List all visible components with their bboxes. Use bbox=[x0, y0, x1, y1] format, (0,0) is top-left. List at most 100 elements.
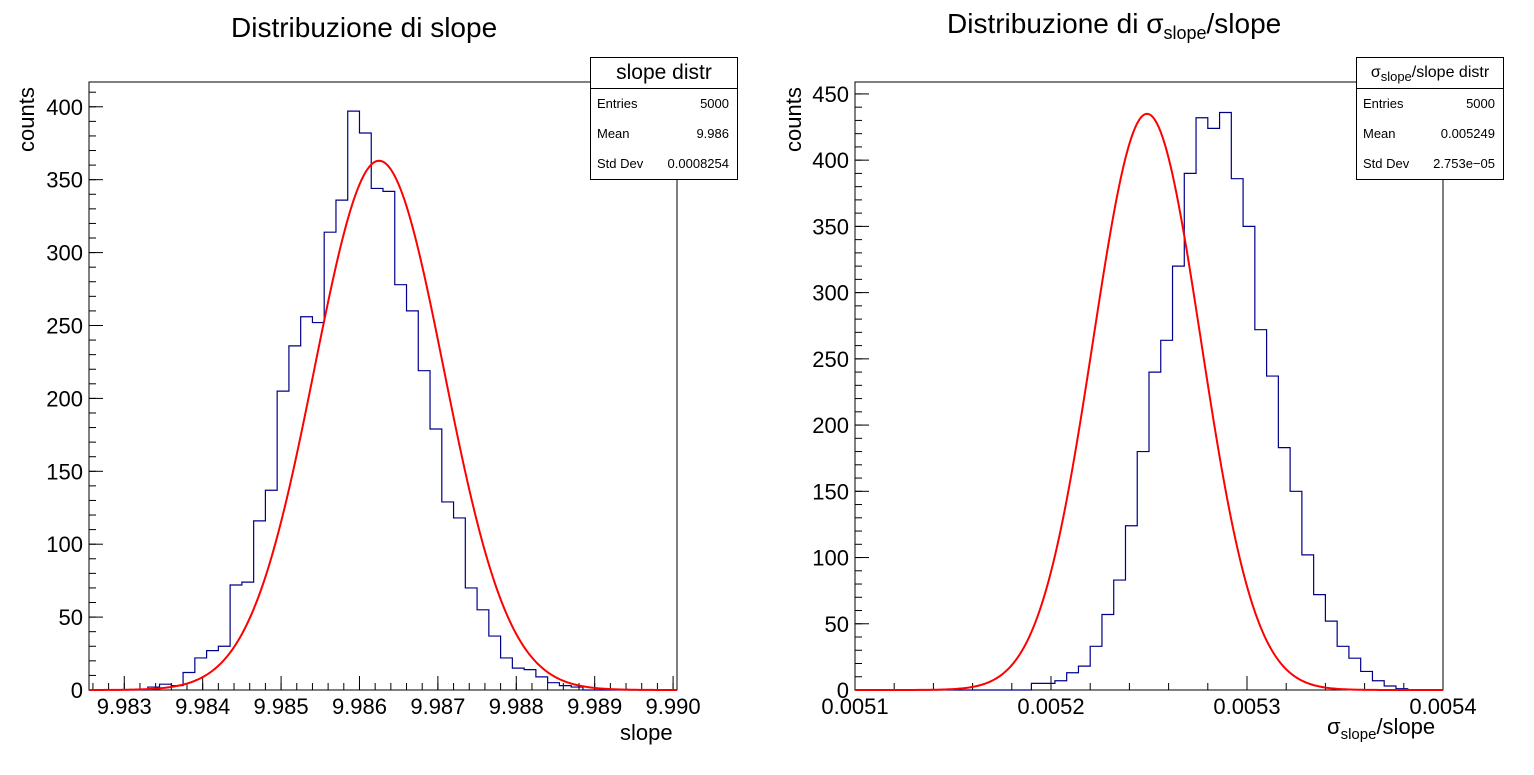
stats-label: Entries bbox=[597, 96, 638, 111]
plot-frame bbox=[88, 81, 678, 691]
histogram-bin bbox=[242, 582, 254, 690]
stats-title-subscript: slope bbox=[1380, 69, 1412, 84]
histogram-bin bbox=[336, 200, 348, 690]
stats-label: Entries bbox=[1363, 96, 1404, 111]
stats-row-entries: Entries 5000 bbox=[1357, 89, 1503, 119]
plot-frame bbox=[854, 81, 1444, 691]
title-main: Distribuzione di σ bbox=[947, 8, 1164, 39]
x-tick-label: 0.0054 bbox=[1409, 694, 1476, 719]
y-tick-label: 250 bbox=[812, 347, 849, 372]
gaussian-fit-curve bbox=[855, 112, 1443, 691]
title-tail: /slope bbox=[1206, 8, 1282, 39]
histogram-bin bbox=[489, 636, 501, 690]
y-tick-label: 450 bbox=[812, 82, 849, 107]
histogram-series bbox=[855, 111, 1443, 691]
stats-value: 9.986 bbox=[696, 126, 729, 141]
stats-label: Std Dev bbox=[1363, 156, 1410, 171]
y-tick-label: 100 bbox=[812, 546, 849, 571]
histogram-bin bbox=[1043, 683, 1055, 690]
stats-value: 5000 bbox=[1466, 96, 1495, 111]
histogram-bin bbox=[1125, 526, 1137, 690]
histogram-bin bbox=[289, 346, 301, 690]
y-tick-label: 0 bbox=[837, 678, 849, 703]
y-tick-label: 250 bbox=[46, 313, 83, 338]
histogram-bin bbox=[277, 391, 289, 690]
stats-row-entries: Entries 5000 bbox=[591, 89, 737, 119]
histogram-series bbox=[89, 110, 677, 691]
histogram-plot: 0 50 100 150 200 250 300 350 400 9.983 9.984 9.985 9… bbox=[46, 81, 701, 719]
histogram-bin bbox=[383, 191, 395, 690]
stats-row-mean: Mean 0.005249 bbox=[1357, 119, 1503, 149]
y-tick-label: 300 bbox=[46, 241, 83, 266]
histogram-bin bbox=[195, 658, 207, 690]
histogram-bin bbox=[1090, 646, 1102, 690]
histogram-bin bbox=[407, 311, 419, 690]
histogram-bin bbox=[1337, 646, 1349, 690]
stats-row-stddev: Std Dev 0.0008254 bbox=[591, 149, 737, 179]
histogram-bin bbox=[1196, 118, 1208, 690]
stats-label: Mean bbox=[597, 126, 630, 141]
histogram-bin bbox=[395, 285, 407, 690]
histogram-bin bbox=[1220, 112, 1232, 690]
histogram-bin bbox=[1173, 266, 1185, 690]
x-tick-label: 9.989 bbox=[567, 694, 622, 719]
y-tick-label: 50 bbox=[59, 605, 83, 630]
y-tick-label: 100 bbox=[46, 532, 83, 557]
histogram-bin bbox=[1302, 555, 1314, 690]
histogram-bin bbox=[301, 317, 313, 690]
xlabel-main: σ bbox=[1327, 714, 1341, 739]
gaussian-fit-curve bbox=[88, 159, 678, 691]
x-tick-label: 9.986 bbox=[332, 694, 387, 719]
histogram-bin bbox=[1102, 614, 1114, 690]
histogram-bin bbox=[418, 371, 430, 690]
stats-title-main: σ bbox=[1370, 64, 1381, 81]
stats-title: slope distr bbox=[591, 58, 737, 89]
histogram-bin bbox=[371, 188, 383, 690]
histogram-bin bbox=[1349, 658, 1361, 690]
chart-title: Distribuzione di slope bbox=[231, 12, 498, 43]
histogram-bin bbox=[512, 668, 524, 690]
histogram-bin bbox=[548, 683, 560, 690]
y-tick-label: 350 bbox=[812, 214, 849, 239]
histogram-bin bbox=[1031, 683, 1043, 690]
chart-title: Distribuzione di σslope/slope bbox=[947, 8, 1281, 44]
histogram-bin bbox=[524, 670, 536, 690]
y-tick-label: 200 bbox=[46, 386, 83, 411]
histogram-bin bbox=[1149, 372, 1161, 690]
xlabel-tail: /slope bbox=[1376, 714, 1436, 739]
histogram-bin bbox=[465, 588, 477, 690]
histogram-bin bbox=[1208, 128, 1220, 690]
y-tick-label: 50 bbox=[825, 612, 849, 637]
y-tick-label: 400 bbox=[46, 95, 83, 120]
histogram-bin bbox=[1055, 681, 1067, 690]
stats-label: Std Dev bbox=[597, 156, 644, 171]
histogram-bin bbox=[1290, 491, 1302, 690]
stats-box: σslope/slope distr Entries 5000 Mean 0.0… bbox=[1356, 57, 1504, 180]
stats-title: σslope/slope distr bbox=[1357, 58, 1503, 89]
histogram-bin bbox=[265, 490, 277, 690]
title-subscript: slope bbox=[1163, 23, 1207, 43]
histogram-bin bbox=[571, 687, 583, 690]
x-tick-label: 9.985 bbox=[254, 694, 309, 719]
stats-row-stddev: Std Dev 2.753e−05 bbox=[1357, 149, 1503, 179]
x-tick-label: 9.987 bbox=[410, 694, 465, 719]
stats-value: 2.753e−05 bbox=[1433, 156, 1495, 171]
histogram-bin bbox=[1161, 340, 1173, 690]
x-tick-label: 0.0053 bbox=[1213, 694, 1280, 719]
x-axis-label: slope bbox=[620, 720, 673, 745]
x-axis-label: σslope/slope bbox=[1327, 714, 1435, 743]
stats-value: 0.005249 bbox=[1440, 126, 1495, 141]
histogram-bin bbox=[1372, 681, 1384, 690]
y-tick-label: 200 bbox=[812, 413, 849, 438]
histogram-bin bbox=[1325, 621, 1337, 690]
histogram-bin bbox=[1231, 179, 1243, 690]
stats-label: Mean bbox=[1363, 126, 1396, 141]
histogram-bin bbox=[1243, 226, 1255, 690]
stats-row-mean: Mean 9.986 bbox=[591, 119, 737, 149]
stats-box: slope distr Entries 5000 Mean 9.986 Std … bbox=[590, 57, 738, 180]
stats-value: 5000 bbox=[700, 96, 729, 111]
histogram-bin bbox=[1278, 448, 1290, 690]
xlabel-subscript: slope bbox=[1340, 726, 1377, 743]
histogram-bin bbox=[501, 658, 513, 690]
histogram-bin bbox=[442, 502, 454, 690]
